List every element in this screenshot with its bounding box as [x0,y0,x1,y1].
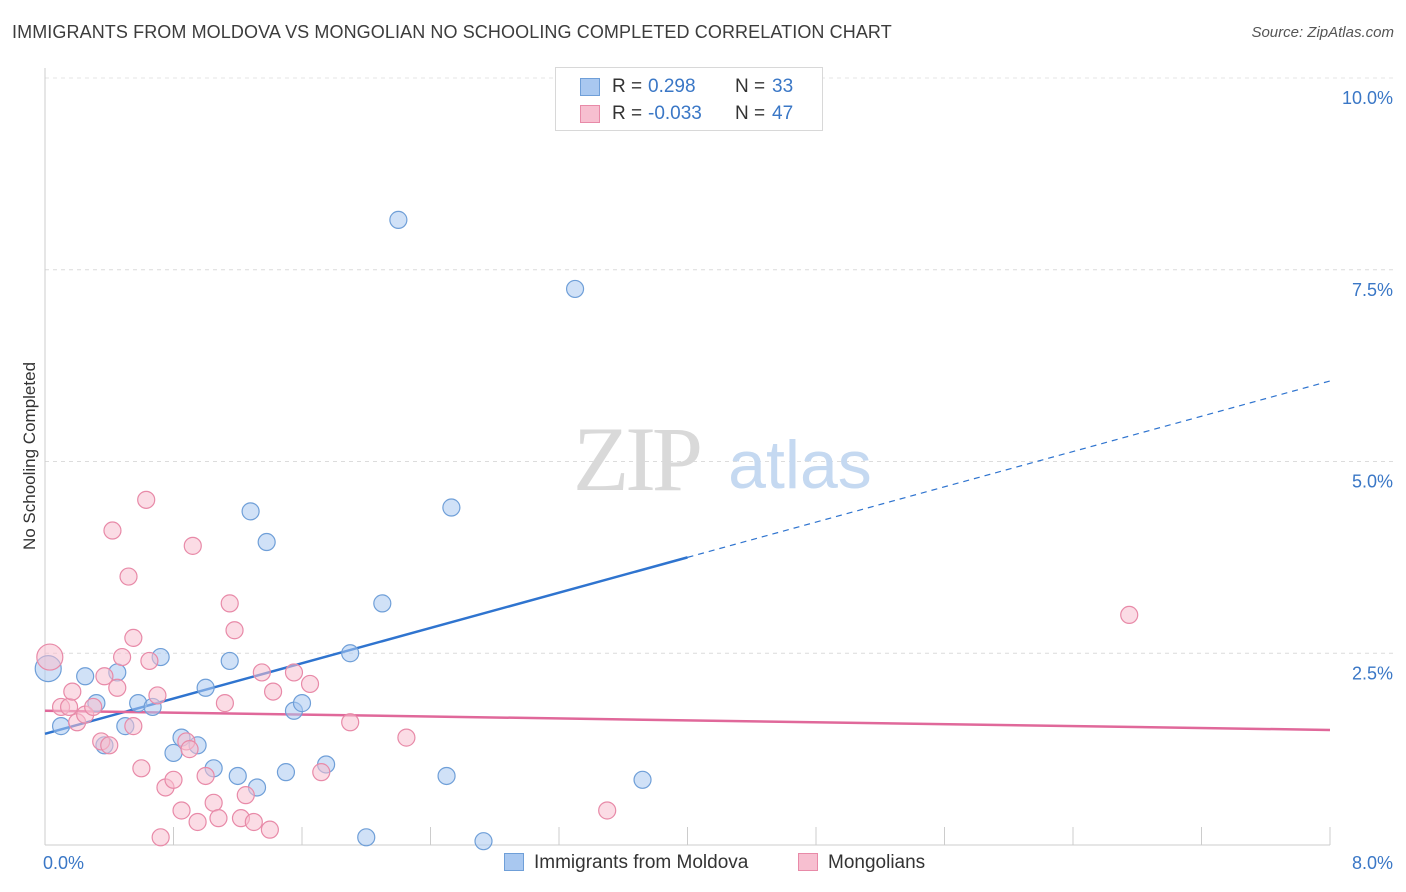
mongolian-point [140,651,159,671]
moldova-point [241,502,260,521]
data-points [34,210,1139,851]
moldova-point [437,766,456,786]
watermark-atlas: atlas [728,427,872,503]
tick-labels: 2.5% 5.0% 7.5% 10.0% 0.0% 8.0% [43,88,1393,873]
mongolian-point [151,828,170,847]
x-tick-label: 8.0% [1352,853,1393,873]
mongolians-swatch [580,105,600,123]
n-label: N = [735,103,766,124]
axes [44,68,1331,846]
mongolian-point [124,717,143,736]
moldova-point [565,279,585,299]
r-label: R = [612,76,643,97]
mongolian-point [598,801,617,820]
moldova-trend-extension [687,380,1331,558]
x-tick-label: 0.0% [43,853,84,873]
mongolian-point [312,763,331,782]
correlation-legend: R = 0.298 N = 33 R = -0.033 N = 47 [555,67,823,131]
mongolian-trend-line [44,709,1331,732]
mongolian-point [148,686,167,705]
mongolian-point [263,682,283,701]
n-value: 33 [772,76,794,97]
mongolian-point [1120,605,1139,625]
mongolian-point [124,628,143,648]
mongolian-point [204,793,223,812]
moldova-point [228,766,247,786]
mongolian-point [300,674,320,694]
moldova-point [51,717,71,736]
mongolian-point [225,621,244,640]
y-axis-label: No Schooling Completed [20,361,39,551]
mongolians-legend-label: Mongolians [828,852,926,873]
moldova-point [196,678,215,697]
moldova-point [474,832,493,851]
mongolian-point [59,697,79,717]
mongolian-point [341,713,360,732]
mongolian-point [108,678,127,697]
mongolian-point [164,770,183,789]
watermark-zip: ZIP [573,408,700,510]
moldova-point [389,210,408,229]
mongolian-point [180,740,199,759]
moldova-swatch [580,78,600,96]
source-label: Source: ZipAtlas.com [1251,24,1394,41]
moldova-point [76,667,95,686]
moldova-point [257,532,276,552]
mongolian-point [196,766,215,786]
grid-lines [45,77,1395,654]
mongolian-point [36,643,64,671]
watermark: ZIP atlas [573,408,872,510]
moldova-point [357,828,376,847]
mongolian-point [188,812,207,832]
r-label: R = [612,103,643,124]
mongolian-point [260,820,279,839]
mongolian-point [183,536,202,555]
mongolian-point [132,759,151,778]
mongolian-point [100,736,119,755]
mongolian-point [172,801,191,820]
y-tick-label: 2.5% [1352,663,1393,683]
moldova-point [341,644,360,663]
moldova-point [292,694,312,713]
moldova-point [442,498,461,517]
chart-title: IMMIGRANTS FROM MOLDOVA VS MONGOLIAN NO … [12,22,892,42]
mongolian-point [215,694,234,713]
mongolian-point [209,809,228,828]
r-value: 0.298 [648,76,696,97]
mongolian-point [137,490,156,509]
r-value: -0.033 [648,103,702,124]
moldova-point [220,651,239,671]
moldova-legend-swatch [504,853,524,871]
mongolian-point [244,812,263,832]
mongolian-point [63,682,82,701]
legend-item-moldova: Immigrants from Moldova [504,852,748,874]
mongolian-point [252,663,271,682]
y-tick-label: 5.0% [1352,472,1393,492]
moldova-point [633,770,652,789]
mongolian-point [95,667,114,686]
mongolian-point [284,663,304,682]
mongolian-point [397,728,416,747]
n-value: 47 [772,103,794,124]
moldova-point [276,763,296,782]
mongolian-point [103,521,122,540]
moldova-legend-label: Immigrants from Moldova [534,852,749,873]
y-tick-label: 7.5% [1352,280,1393,300]
mongolian-point [220,594,239,613]
n-label: N = [735,76,766,97]
moldova-point [373,594,392,613]
mongolian-point [112,647,132,667]
mongolian-point [119,567,138,586]
mongolians-legend-swatch [798,853,818,871]
mongolian-point [84,697,103,717]
y-tick-label: 10.0% [1342,88,1393,108]
legend-item-mongolians: Mongolians [798,852,925,874]
mongolian-point [236,786,255,805]
